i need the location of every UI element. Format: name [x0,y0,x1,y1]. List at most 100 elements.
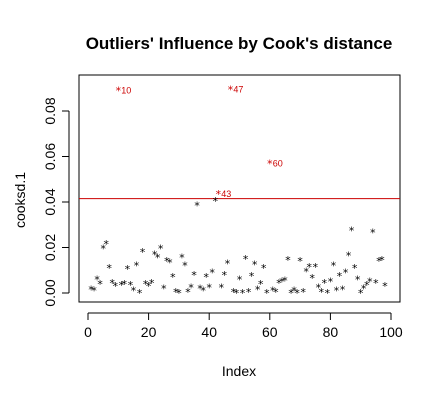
data-point: * [94,273,101,286]
data-point: * [130,285,137,298]
data-point: * [151,248,158,261]
data-point: * [382,280,389,293]
data-point: * [373,277,380,290]
x-tick-label: 40 [201,324,217,340]
y-tick-label: 0.08 [42,97,58,124]
data-point: * [327,276,334,289]
x-tick-label: 20 [141,324,157,340]
data-point: * [354,273,361,286]
data-point: * [315,281,322,294]
outlier-point: * [227,83,234,96]
data-point: * [273,286,280,299]
data-point: * [100,243,107,256]
data-point: * [297,255,304,268]
x-axis: 0 20 40 60 80 100 [84,312,403,340]
chart-title: Outliers' Influence by Cook's distance [86,34,393,53]
data-point: * [294,287,301,300]
data-point: * [318,286,325,299]
x-axis-label: Index [222,363,256,379]
data-point: * [257,278,264,291]
data-point: * [379,254,386,267]
outlier-point: * [115,85,122,98]
data-point: * [212,195,219,208]
data-point: * [245,286,252,299]
data-point: * [303,265,310,278]
data-point: * [342,267,349,280]
data-point: * [282,274,289,287]
data-point: * [285,254,292,267]
data-point: * [248,270,255,283]
plot-border [78,74,401,303]
data-point: * [288,287,295,300]
data-point: * [194,199,201,212]
data-point: * [163,255,170,268]
data-point: * [236,273,243,286]
data-point: * [160,282,167,295]
outlier-points: * 10 * 47* 60* 43 [115,83,283,201]
data-point: * [291,285,298,298]
data-point: * [233,287,240,300]
data-point: * [109,277,116,290]
data-point: * [200,285,207,298]
data-point: * [254,284,261,297]
outlier-label: 43 [221,189,231,199]
outlier-point: * [266,157,273,170]
outlier-label: 60 [273,158,283,168]
x-tick-label: 0 [84,324,92,340]
data-point: * [357,287,364,300]
data-point: * [270,285,277,298]
data-point: * [300,286,307,299]
data-point: * [103,238,110,251]
data-point: * [203,271,210,284]
y-tick-label: 0.02 [42,234,58,261]
plot-frame [78,74,401,303]
data-point: * [170,271,177,284]
outlier-label: 47 [233,84,243,94]
data-point: * [91,285,98,298]
data-point: * [260,262,267,275]
outlier-point: * [215,188,222,201]
data-point: * [118,279,125,292]
data-point: * [239,287,246,300]
data-point: * [279,276,286,289]
data-point: * [263,287,270,300]
data-point: * [166,256,173,269]
data-point: * [182,260,189,273]
data-point: * [242,253,249,266]
data-point: * [339,284,346,297]
data-point: * [139,246,146,259]
data-point: * [251,259,258,272]
outlier-label: 10 [121,86,131,96]
data-point: * [363,279,370,292]
data-point: * [230,286,237,299]
data-point: * [306,261,313,274]
data-point: * [330,260,337,273]
data-point: * [209,267,216,280]
data-point: * [112,280,119,293]
y-tick-label: 0.00 [42,279,58,306]
y-tick-label: 0.04 [42,188,58,215]
data-point: * [179,252,186,265]
data-point: * [336,270,343,283]
data-point: * [154,252,161,265]
data-point: * [360,282,367,295]
data-point: * [276,277,283,290]
data-point: * [218,281,225,294]
x-tick-label: 60 [262,324,278,340]
data-point: * [312,261,319,274]
data-point: * [221,269,228,282]
x-tick-label: 80 [323,324,339,340]
data-point: * [136,287,143,300]
data-point: * [173,286,180,299]
data-point: * [348,224,355,237]
data-point: * [133,260,140,273]
data-point: * [191,269,198,282]
data-points: ********* *******************************… [88,195,389,300]
data-point: * [176,287,183,300]
data-point: * [351,262,358,275]
data-point: * [121,278,128,291]
y-axis-label: cooksd.1 [12,172,28,228]
data-point: * [124,263,131,276]
data-point: * [157,243,164,256]
